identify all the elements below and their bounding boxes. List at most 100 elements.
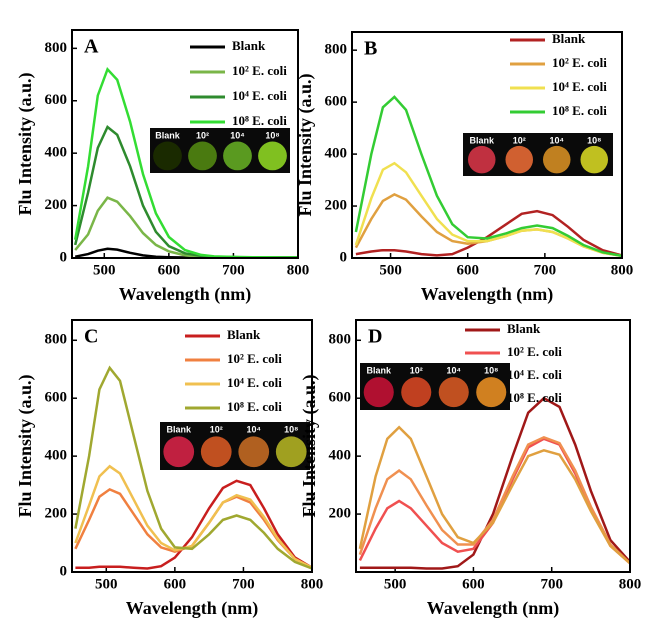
inset-label: 10⁴ [247, 424, 261, 434]
inset-label: 10⁸ [484, 365, 498, 375]
x-tick-label: 800 [301, 576, 324, 592]
inset-label: 10⁸ [284, 424, 298, 434]
y-tick-label: 800 [329, 332, 352, 348]
legend-label: Blank [227, 327, 261, 342]
legend-label: 10⁸ E. coli [552, 103, 607, 118]
plot-frame [71, 29, 299, 259]
panel-label: D [368, 326, 382, 348]
y-tick-label: 600 [329, 390, 352, 406]
spectrum-line [74, 365, 313, 570]
spectrum-line [358, 435, 631, 565]
y-tick-label: 200 [45, 506, 68, 522]
inset-well [580, 145, 609, 174]
inset-label: 10² [513, 135, 526, 145]
legend-label: Blank [552, 31, 586, 46]
inset-well [275, 436, 307, 468]
y-tick-label: 200 [325, 197, 348, 213]
spectrum-line [354, 161, 623, 258]
x-tick-label: 600 [164, 576, 187, 592]
inset-well [153, 141, 182, 171]
legend-label: 10⁴ E. coli [507, 367, 562, 382]
y-axis-label: Flu Intensity (a.u.) [15, 72, 36, 215]
panel-label: A [84, 36, 99, 58]
x-axis-label: Wavelength (nm) [421, 284, 554, 305]
spectrum-line [355, 209, 623, 257]
inset-well [258, 141, 287, 171]
y-tick-label: 0 [60, 249, 68, 265]
inset-label: 10⁴ [447, 365, 461, 375]
legend-label: 10² E. coli [507, 344, 562, 359]
x-axis-label: Wavelength (nm) [126, 598, 259, 619]
x-tick-label: 500 [95, 576, 118, 592]
inset-label: Blank [366, 365, 392, 375]
legend-label: Blank [507, 321, 541, 336]
inset-well [223, 141, 252, 171]
inset-well [467, 145, 496, 174]
x-tick-label: 800 [619, 576, 642, 592]
legend-label: 10⁴ E. coli [552, 79, 607, 94]
y-tick-label: 400 [325, 146, 348, 162]
plot-frame [355, 319, 631, 573]
spectrum-line [359, 396, 631, 570]
inset-label: Blank [166, 424, 192, 434]
x-tick-label: 600 [158, 262, 181, 278]
spectrum-line [74, 464, 313, 569]
inset-well [200, 436, 232, 468]
y-tick-label: 200 [45, 197, 68, 213]
inset-label: 10⁸ [587, 135, 601, 145]
y-tick-label: 800 [45, 332, 68, 348]
inset-well [163, 436, 195, 468]
x-tick-label: 700 [222, 262, 245, 278]
x-tick-label: 800 [611, 262, 634, 278]
spectrum-line [75, 479, 313, 570]
spectrum-line [354, 95, 623, 258]
inset-label: 10⁴ [550, 135, 564, 145]
y-tick-label: 800 [45, 40, 68, 56]
inset-label: 10² [210, 424, 223, 434]
x-tick-label: 500 [384, 576, 407, 592]
inset-label: 10⁴ [230, 130, 244, 140]
y-tick-label: 400 [45, 448, 68, 464]
x-tick-label: 700 [540, 576, 563, 592]
inset-well [401, 377, 432, 408]
y-tick-label: 600 [45, 390, 68, 406]
inset-well [505, 145, 534, 174]
x-tick-label: 600 [462, 576, 485, 592]
panel-label: B [364, 38, 377, 60]
legend-label: 10⁸ E. coli [232, 113, 287, 128]
x-tick-label: 600 [456, 262, 479, 278]
inset-well [188, 141, 217, 171]
panel-label: C [84, 326, 98, 348]
y-tick-label: 200 [329, 506, 352, 522]
legend-label: 10⁸ E. coli [227, 399, 282, 414]
y-axis-label: Flu Intensity (a.u.) [299, 374, 320, 517]
y-tick-label: 400 [329, 448, 352, 464]
legend-label: Blank [232, 38, 266, 53]
y-tick-label: 0 [340, 249, 348, 265]
legend-label: 10⁴ E. coli [227, 375, 282, 390]
inset-label: Blank [155, 130, 181, 140]
x-tick-label: 700 [232, 576, 255, 592]
y-tick-label: 0 [60, 563, 68, 579]
inset-well [476, 377, 507, 408]
y-tick-label: 800 [325, 42, 348, 58]
x-tick-label: 500 [93, 262, 116, 278]
spectrum-line [358, 425, 631, 565]
legend-label: 10² E. coli [232, 63, 287, 78]
inset-label: Blank [469, 135, 495, 145]
inset-well [363, 377, 394, 408]
legend-label: 10² E. coli [227, 351, 282, 366]
inset-label: 10⁸ [265, 130, 279, 140]
y-axis-label: Flu Intensity (a.u.) [295, 73, 316, 216]
x-axis-label: Wavelength (nm) [119, 284, 252, 305]
legend-label: 10⁴ E. coli [232, 88, 287, 103]
x-tick-label: 500 [379, 262, 402, 278]
plot-frame [351, 31, 623, 259]
plot-frame [71, 319, 313, 573]
inset-well [438, 377, 469, 408]
y-axis-label: Flu Intensity (a.u.) [15, 374, 36, 517]
inset-well [238, 436, 270, 468]
spectrum-line [74, 487, 313, 569]
x-tick-label: 800 [287, 262, 310, 278]
